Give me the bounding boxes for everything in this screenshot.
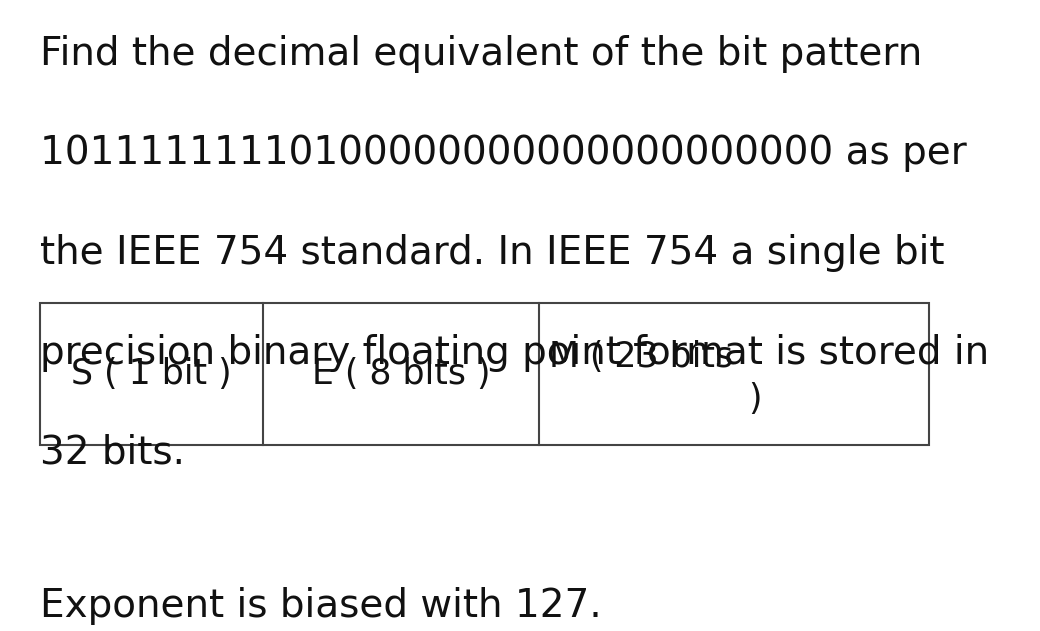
Text: precision binary floating point format is stored in: precision binary floating point format i… — [40, 334, 989, 372]
Text: Find the decimal equivalent of the bit pattern: Find the decimal equivalent of the bit p… — [40, 35, 921, 73]
Text: the IEEE 754 standard. In IEEE 754 a single bit: the IEEE 754 standard. In IEEE 754 a sin… — [40, 234, 944, 272]
Text: 32 bits.: 32 bits. — [40, 433, 184, 471]
Text: E ( 8 bits ): E ( 8 bits ) — [312, 357, 490, 391]
Text: ): ) — [748, 382, 761, 416]
Text: 10111111110100000000000000000000 as per: 10111111110100000000000000000000 as per — [40, 134, 966, 172]
Text: Exponent is biased with 127.: Exponent is biased with 127. — [40, 587, 601, 625]
Text: M ( 23 bits: M ( 23 bits — [549, 340, 733, 374]
Text: S ( 1 bit ): S ( 1 bit ) — [71, 357, 232, 391]
